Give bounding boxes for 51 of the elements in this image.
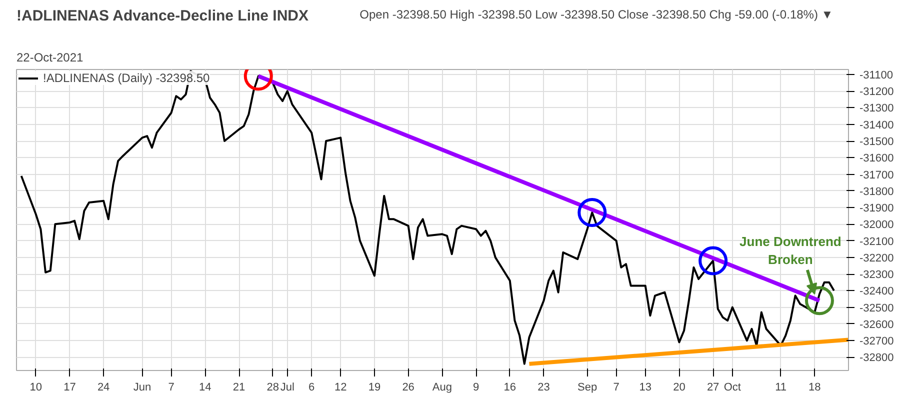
x-tick-label: 14 (199, 382, 212, 394)
x-tick-label: 11 (775, 382, 786, 394)
x-tick-label: 6 (308, 382, 315, 394)
x-tick-label: 28 (266, 382, 280, 394)
y-tick-label: -32500 (860, 302, 894, 314)
x-tick-label: 26 (402, 382, 414, 394)
y-tick-label: -31300 (860, 102, 894, 115)
x-tick-label: Aug (432, 382, 452, 394)
y-tick-label: -31700 (860, 169, 894, 182)
point (698, 246, 728, 276)
legend-label: !ADLINENAS (Daily) -32398.50 (43, 71, 210, 85)
x-tick-label: 13 (639, 382, 652, 394)
text: Open -32398.50 High -32398.50 Low -32398.50 Close -32398.50 Chg -59.00 (-0.18%) ▼ (360, 8, 834, 22)
y-tick-label: -31800 (860, 186, 894, 198)
x-tick-label: 12 (334, 382, 347, 394)
y-tick-label: -31900 (860, 202, 894, 215)
y-tick-label: -32700 (860, 336, 894, 348)
chart-title: !ADLINENAS Advance-Decline Line INDX (16, 8, 308, 24)
y-tick-label: -31200 (860, 86, 894, 98)
x-tick-label: 21 (232, 382, 246, 394)
x-tick-label: Jul (280, 382, 294, 394)
x-tick-label: 16 (504, 382, 516, 394)
y-tick-label: -32000 (860, 219, 894, 232)
y-tick-label: -32300 (860, 269, 894, 282)
y-tick-label: -32400 (860, 286, 894, 298)
y-tick-label: -31600 (860, 152, 894, 165)
x-tick-label: 18 (808, 382, 821, 394)
y-tick-label: -31100 (860, 69, 893, 82)
x-tick-label: 20 (673, 382, 686, 394)
x-tick-label: 17 (64, 382, 76, 394)
y-tick-label: -32200 (860, 252, 894, 264)
point (578, 198, 607, 227)
point (804, 286, 834, 316)
x-tick-label: Oct (724, 382, 741, 394)
y-tick-label: -32600 (860, 318, 894, 331)
x-tick-label: 7 (168, 382, 174, 394)
x-tick-label: 27 (706, 382, 720, 394)
x-tick-label: 23 (538, 382, 550, 394)
x-tick-label: 7 (613, 382, 620, 394)
y-tick-label: -32800 (860, 352, 894, 364)
y-tick-label: -31500 (860, 136, 894, 148)
y-tick-label: -32100 (860, 236, 894, 248)
x-tick-label: 19 (368, 382, 381, 394)
x-tick-label: 24 (97, 382, 110, 394)
x-tick-label: 9 (472, 382, 480, 394)
chart-subtitle: 22-Oct-2021 (16, 50, 84, 64)
x-tick-label: Jun (133, 382, 152, 394)
annotation: June Downtrend Broken (740, 234, 842, 267)
x-tick-label: Sep (578, 382, 598, 394)
x-tick-label: 10 (30, 382, 42, 394)
y-tick-label: -31400 (860, 119, 894, 132)
